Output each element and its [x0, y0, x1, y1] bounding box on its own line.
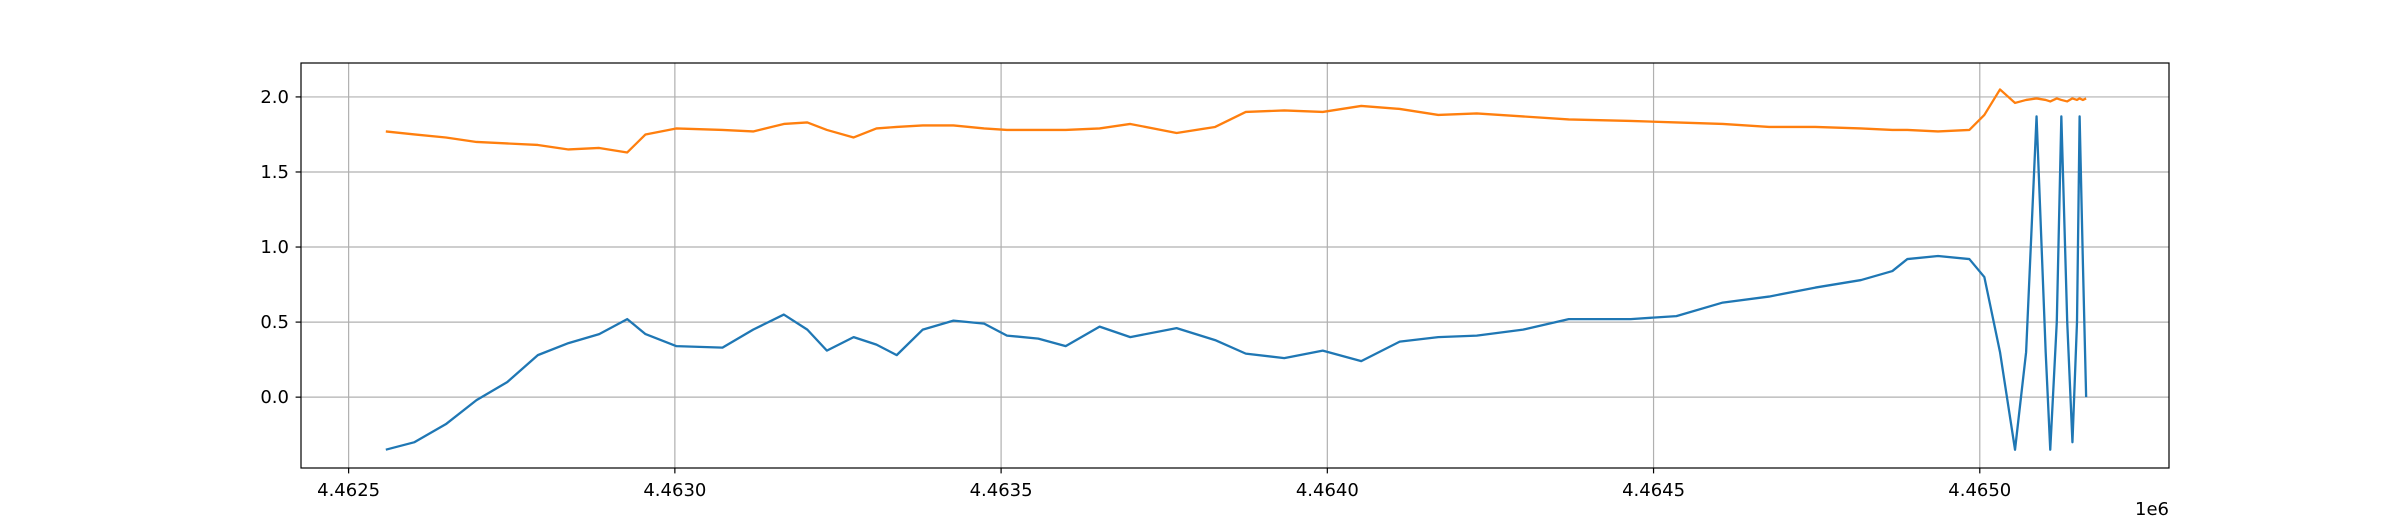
- y-tick-label: 1.5: [260, 162, 289, 183]
- x-tick-label: 4.4645: [1622, 480, 1685, 501]
- x-tick-label: 4.4635: [970, 480, 1033, 501]
- x-tick-label: 4.4625: [317, 480, 380, 501]
- y-tick-label: 2.0: [260, 87, 289, 108]
- y-tick-label: 1.0: [260, 237, 289, 258]
- x-tick-label: 4.4650: [1948, 480, 2011, 501]
- x-tick-label: 4.4640: [1296, 480, 1359, 501]
- y-tick-label: 0.5: [260, 312, 289, 333]
- x-tick-label: 4.4630: [643, 480, 706, 501]
- data-line: [385, 88, 2087, 154]
- plot-frame: [300, 62, 2170, 469]
- y-tick-label: 0.0: [260, 387, 289, 408]
- x-offset-label: 1e6: [2135, 499, 2169, 520]
- data-line: [385, 115, 2088, 451]
